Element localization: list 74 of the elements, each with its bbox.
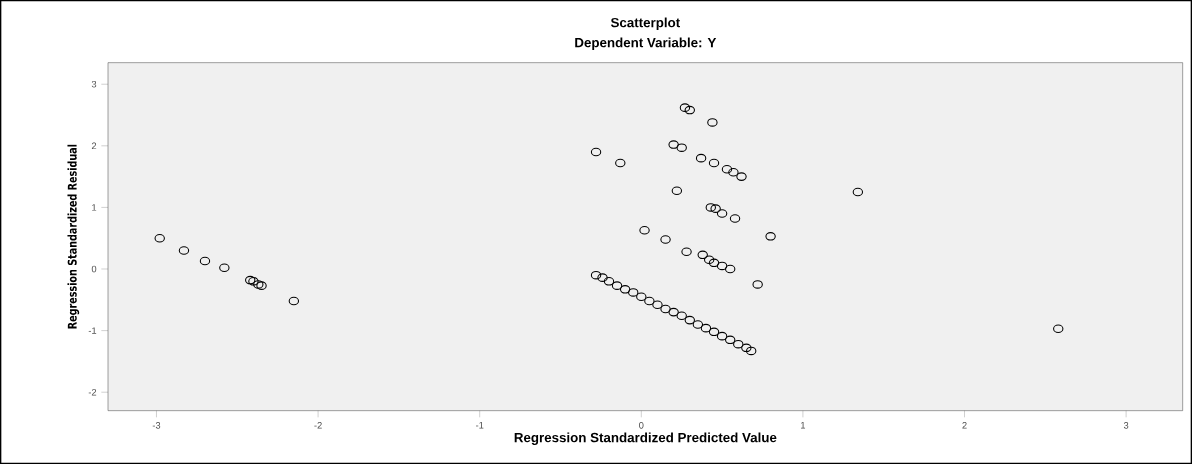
- chart-subtitle: Dependent Variable: Y: [575, 37, 717, 50]
- point: [708, 258, 720, 268]
- point: [639, 225, 650, 235]
- point: [199, 256, 211, 266]
- point: [724, 335, 736, 345]
- point: [716, 331, 728, 341]
- point: [668, 140, 679, 149]
- point: [728, 168, 739, 177]
- point: [707, 118, 718, 127]
- point: [716, 261, 728, 271]
- point: [676, 143, 687, 152]
- y-tick-label: 1: [92, 204, 97, 211]
- x-tick-label: 3: [1123, 422, 1129, 429]
- point: [590, 270, 602, 280]
- point: [628, 288, 639, 297]
- point: [684, 315, 695, 325]
- point: [219, 263, 230, 273]
- point: [154, 233, 165, 243]
- x-axis-title: Regression Standardized Predicted Value: [514, 432, 777, 445]
- point: [708, 158, 720, 168]
- point: [705, 203, 716, 212]
- point: [692, 320, 704, 329]
- chart-title: Scatterplot: [610, 17, 681, 30]
- y-tick-label: 2: [91, 142, 97, 150]
- y-tick-label: -1: [88, 327, 97, 334]
- point: [597, 273, 608, 282]
- point: [619, 285, 631, 294]
- point: [611, 281, 623, 290]
- x-tick-label: 0: [639, 422, 644, 429]
- y-tick-label: 0: [91, 265, 97, 273]
- point: [721, 164, 733, 174]
- x-tick-label: 2: [962, 422, 967, 429]
- point: [1053, 324, 1064, 334]
- point: [716, 209, 728, 218]
- point: [288, 296, 300, 306]
- point: [676, 311, 687, 321]
- point: [660, 304, 671, 314]
- point: [745, 346, 757, 356]
- point: [660, 235, 671, 244]
- point: [700, 323, 712, 333]
- point: [253, 280, 264, 289]
- point: [615, 158, 626, 168]
- point: [703, 255, 715, 265]
- point: [708, 327, 720, 337]
- point: [765, 232, 776, 241]
- point: [852, 187, 864, 197]
- point: [671, 186, 683, 196]
- point: [736, 172, 747, 181]
- point: [695, 153, 707, 163]
- y-axis-title: Regression Standardized Residual: [67, 144, 80, 329]
- point: [681, 247, 692, 257]
- y-tick-label: 3: [91, 80, 97, 88]
- x-tick-label: -2: [314, 422, 322, 429]
- x-tick-label: -1: [475, 422, 484, 429]
- y-tick-label: -2: [88, 388, 97, 396]
- point: [733, 339, 744, 349]
- point: [644, 296, 655, 306]
- point: [752, 280, 763, 289]
- point: [684, 105, 695, 115]
- point: [697, 250, 708, 260]
- point: [679, 103, 691, 112]
- point: [668, 307, 679, 317]
- point: [652, 300, 663, 309]
- point: [590, 147, 602, 157]
- x-tick-label: -3: [152, 422, 161, 429]
- point: [741, 343, 752, 353]
- x-tick-label: 1: [801, 422, 806, 429]
- point: [636, 292, 647, 301]
- point: [178, 246, 190, 255]
- point: [729, 214, 741, 223]
- point: [710, 204, 721, 213]
- point: [256, 281, 267, 290]
- point: [724, 264, 736, 274]
- point: [603, 277, 615, 286]
